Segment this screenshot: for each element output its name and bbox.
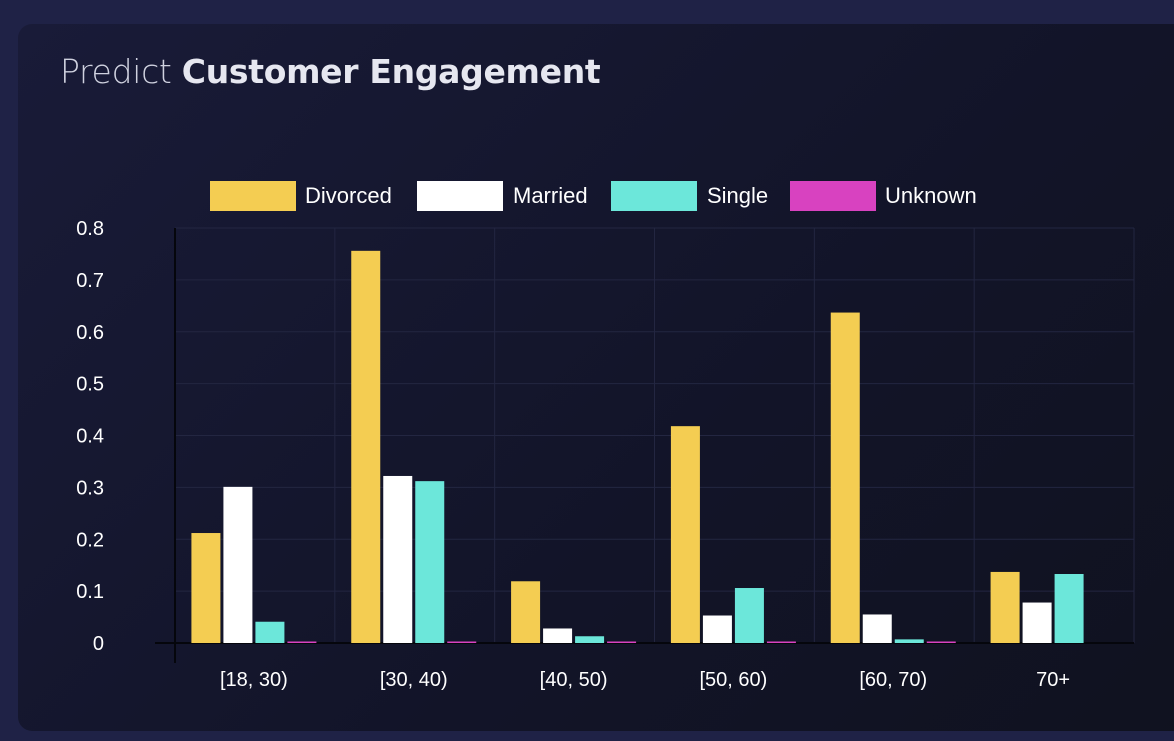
bar-unknown[interactable]	[766, 641, 796, 644]
x-tick-label: [40, 50)	[540, 669, 608, 691]
bar-unknown[interactable]	[447, 641, 477, 644]
x-tick-label: [30, 40)	[380, 669, 448, 691]
bar-single[interactable]	[255, 621, 285, 643]
bar-married[interactable]	[1022, 602, 1052, 643]
legend-item-unknown[interactable]: Unknown	[790, 181, 977, 211]
y-tick-label: 0	[93, 633, 104, 655]
y-tick-label: 0.4	[76, 426, 104, 448]
bars	[191, 250, 1084, 644]
bar-single[interactable]	[415, 481, 445, 643]
legend-swatch	[210, 181, 296, 211]
bar-divorced[interactable]	[351, 250, 381, 643]
y-tick-label: 0.1	[76, 581, 104, 603]
axes	[155, 228, 1134, 663]
x-tick-label: [18, 30)	[220, 669, 288, 691]
bar-single[interactable]	[734, 588, 764, 643]
bar-divorced[interactable]	[670, 426, 700, 643]
bar-married[interactable]	[223, 486, 253, 643]
bar-single[interactable]	[894, 639, 924, 643]
bar-divorced[interactable]	[511, 581, 541, 643]
legend-label: Married	[513, 183, 588, 208]
bar-unknown[interactable]	[607, 641, 637, 644]
bar-married[interactable]	[543, 628, 573, 643]
legend-swatch	[417, 181, 503, 211]
y-tick-label: 0.2	[76, 529, 104, 551]
y-tick-label: 0.8	[76, 218, 104, 240]
y-tick-label: 0.7	[76, 270, 104, 292]
bar-divorced[interactable]	[990, 571, 1020, 643]
grid-lines	[175, 227, 1135, 643]
legend-swatch	[611, 181, 697, 211]
bar-unknown[interactable]	[287, 641, 317, 644]
bar-unknown[interactable]	[926, 641, 956, 644]
legend-label: Unknown	[885, 183, 977, 208]
bar-married[interactable]	[702, 615, 732, 643]
legend-item-single[interactable]: Single	[611, 181, 768, 211]
x-tick-label: 70+	[1036, 669, 1070, 691]
bar-single[interactable]	[1054, 574, 1084, 643]
y-tick-label: 0.3	[76, 477, 104, 499]
legend-label: Single	[707, 183, 768, 208]
title-main: Customer Engagement	[181, 52, 601, 91]
title-prefix: Predict	[60, 52, 172, 91]
bar-single[interactable]	[575, 636, 605, 643]
legend: Divorced Married Single Unknown	[210, 181, 977, 211]
x-tick-label: [50, 60)	[700, 669, 768, 691]
x-tick-label: [60, 70)	[859, 669, 927, 691]
y-tick-label: 0.6	[76, 322, 104, 344]
legend-label: Divorced	[305, 183, 392, 208]
x-tick-labels: [18, 30) [30, 40) [40, 50) [50, 60) [60, 70)…	[220, 669, 1070, 691]
bar-married[interactable]	[862, 614, 892, 643]
y-tick-labels: 0.8 0.7 0.6 0.5 0.4 0.3 0.2 0.1 0	[76, 218, 104, 655]
bar-divorced[interactable]	[830, 312, 860, 643]
legend-item-divorced[interactable]: Divorced	[210, 181, 392, 211]
y-tick-label: 0.5	[76, 374, 104, 396]
legend-item-married[interactable]: Married	[417, 181, 588, 211]
bar-divorced[interactable]	[191, 533, 221, 643]
legend-swatch	[790, 181, 876, 211]
bar-married[interactable]	[383, 475, 413, 643]
page-title: Predict Customer Engagement	[60, 52, 601, 91]
